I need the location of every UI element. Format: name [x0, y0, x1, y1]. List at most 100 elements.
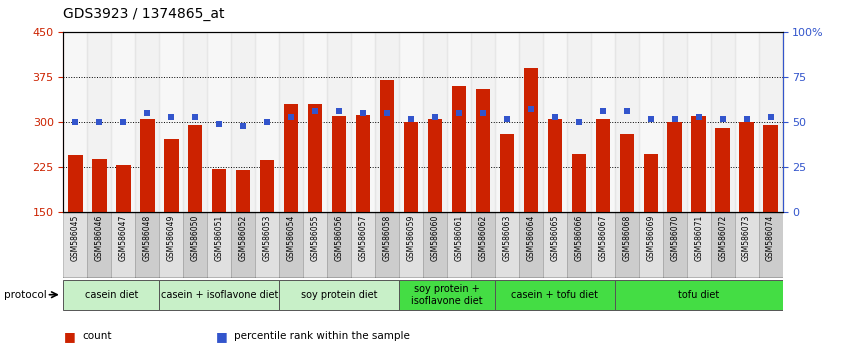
Bar	[567, 32, 591, 212]
Bar	[428, 119, 442, 212]
Text: GSM586051: GSM586051	[215, 215, 223, 261]
Text: GSM586050: GSM586050	[191, 215, 200, 261]
Bar	[112, 32, 135, 212]
Text: GSM586073: GSM586073	[742, 215, 751, 261]
Bar	[615, 32, 639, 212]
Text: GSM586047: GSM586047	[119, 215, 128, 261]
Bar	[399, 212, 423, 278]
Bar	[644, 154, 658, 212]
Bar	[471, 212, 495, 278]
Text: GSM586056: GSM586056	[335, 215, 343, 261]
Point	[212, 121, 226, 127]
Bar	[447, 32, 471, 212]
Text: GSM586059: GSM586059	[407, 215, 415, 261]
Bar	[375, 32, 399, 212]
Text: GSM586074: GSM586074	[766, 215, 775, 261]
Text: GSM586064: GSM586064	[526, 215, 536, 261]
Bar	[231, 212, 255, 278]
Point	[380, 110, 393, 116]
Point	[69, 119, 82, 125]
Bar	[475, 89, 490, 212]
Bar	[691, 116, 706, 212]
Text: GSM586046: GSM586046	[95, 215, 104, 261]
Point	[572, 119, 585, 125]
Bar	[375, 212, 399, 278]
Bar	[207, 212, 231, 278]
Text: protocol: protocol	[4, 290, 47, 300]
Bar	[500, 134, 514, 212]
Bar	[255, 32, 279, 212]
Bar	[159, 280, 279, 310]
Bar	[279, 280, 399, 310]
Point	[189, 114, 202, 120]
Bar	[308, 104, 322, 212]
Bar	[184, 212, 207, 278]
Bar	[164, 139, 179, 212]
Bar	[543, 32, 567, 212]
Point	[620, 108, 634, 114]
Point	[428, 114, 442, 120]
Bar	[380, 80, 394, 212]
Bar	[452, 86, 466, 212]
Bar	[543, 212, 567, 278]
Bar	[447, 212, 471, 278]
Bar	[351, 212, 375, 278]
Bar	[303, 212, 327, 278]
Point	[596, 108, 609, 114]
Text: GSM586053: GSM586053	[263, 215, 272, 261]
Point	[500, 116, 514, 121]
Bar	[471, 32, 495, 212]
Bar	[495, 212, 519, 278]
Text: GSM586057: GSM586057	[359, 215, 367, 261]
Bar	[567, 212, 591, 278]
Bar	[519, 212, 543, 278]
Bar	[255, 212, 279, 278]
Bar	[69, 155, 83, 212]
Text: GSM586065: GSM586065	[551, 215, 559, 261]
Bar	[639, 32, 662, 212]
Bar	[524, 68, 538, 212]
Bar	[687, 32, 711, 212]
Bar	[212, 169, 227, 212]
Text: GSM586070: GSM586070	[670, 215, 679, 261]
Point	[356, 110, 370, 116]
Bar	[591, 212, 615, 278]
Text: casein + tofu diet: casein + tofu diet	[511, 290, 598, 300]
Point	[716, 116, 729, 121]
Bar	[63, 32, 87, 212]
Bar	[423, 32, 447, 212]
Bar	[495, 280, 615, 310]
Bar	[184, 32, 207, 212]
Bar	[423, 212, 447, 278]
Point	[236, 123, 250, 129]
Point	[92, 119, 106, 125]
Point	[476, 110, 490, 116]
Point	[452, 110, 465, 116]
Text: GSM586071: GSM586071	[695, 215, 703, 261]
Point	[164, 114, 178, 120]
Bar	[495, 32, 519, 212]
Text: GSM586049: GSM586049	[167, 215, 176, 261]
Bar	[519, 32, 543, 212]
Bar	[207, 32, 231, 212]
Point	[739, 116, 753, 121]
Point	[692, 114, 706, 120]
Text: GSM586054: GSM586054	[287, 215, 295, 261]
Bar	[231, 32, 255, 212]
Text: GSM586060: GSM586060	[431, 215, 439, 261]
Bar	[687, 212, 711, 278]
Bar	[159, 212, 184, 278]
Point	[764, 114, 777, 120]
Bar	[63, 212, 87, 278]
Bar	[615, 212, 639, 278]
Point	[524, 107, 537, 112]
Bar	[739, 122, 754, 212]
Bar	[188, 125, 202, 212]
Point	[667, 116, 681, 121]
Bar	[711, 212, 734, 278]
Bar	[159, 32, 184, 212]
Bar	[399, 32, 423, 212]
Bar	[734, 32, 759, 212]
Bar	[759, 32, 783, 212]
Text: GSM586062: GSM586062	[479, 215, 487, 261]
